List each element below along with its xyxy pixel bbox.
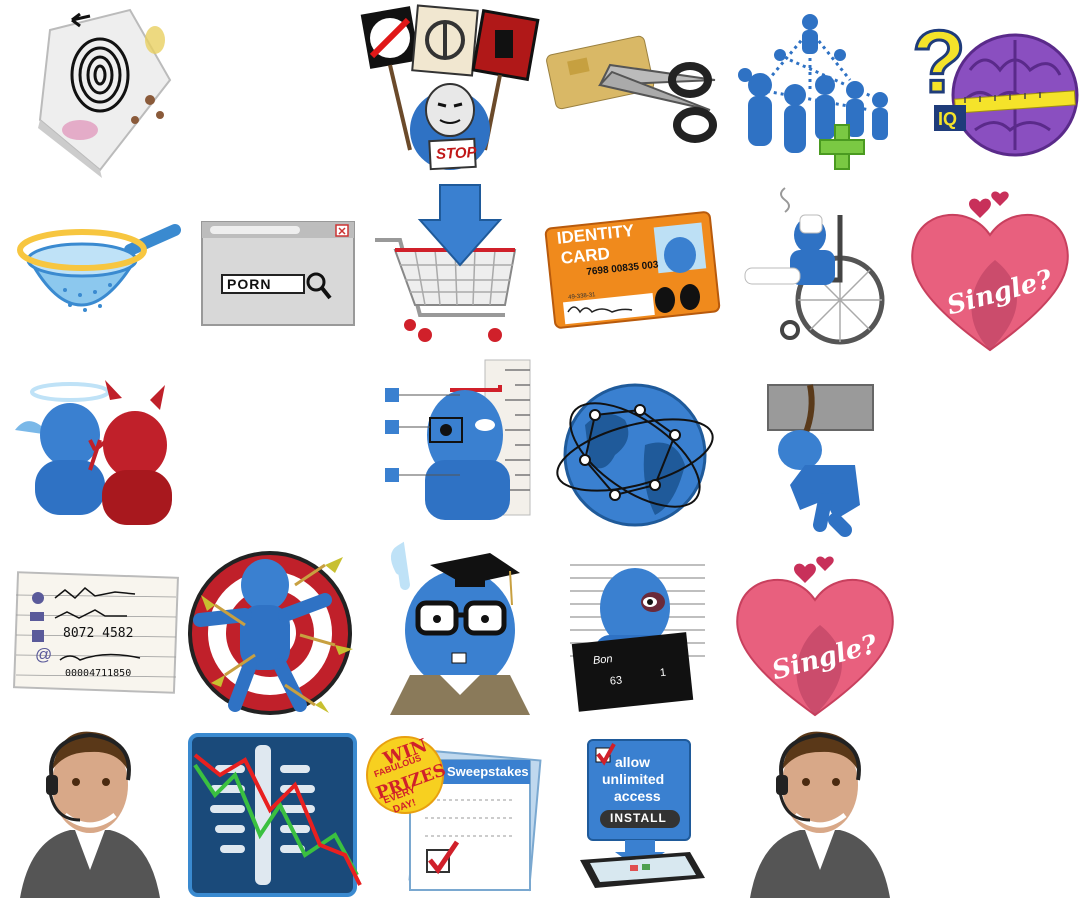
phone-number-text: 8072 4582 [63, 626, 134, 641]
protest-signs-icon[interactable]: STOP [360, 0, 540, 180]
sweepstakes-form-icon[interactable]: Sweepstakes WIN FABULOUS PRIZES EVERY DA… [365, 730, 545, 910]
stop-sign-text: STOP [435, 143, 477, 164]
sweepstakes-form-title: Sweepstakes [447, 764, 529, 779]
burdened-figure-icon[interactable] [740, 370, 920, 550]
allow-text: allow [615, 754, 651, 770]
support-agent-icon-2[interactable] [740, 720, 920, 900]
face-recognition-measure-icon[interactable] [370, 359, 550, 540]
iq-label: IQ [938, 109, 958, 129]
single-heart-icon-2[interactable]: Single? [725, 545, 905, 725]
mugshot-board-row1: Bon [592, 653, 614, 667]
single-heart-icon[interactable]: Single? [900, 180, 1080, 360]
support-agent-icon[interactable] [10, 720, 190, 900]
account-number-text: 00004711850 [65, 668, 132, 679]
stock-crash-xray-icon[interactable] [185, 725, 365, 905]
wheelchair-figure-icon[interactable] [730, 180, 910, 360]
angel-devil-icon[interactable] [10, 360, 190, 540]
install-button[interactable]: INSTALL [610, 811, 667, 825]
globe-network-icon[interactable] [545, 365, 725, 545]
mugshot-board-row3: 1 [659, 666, 667, 680]
question-mark: ? [911, 12, 968, 111]
scissors-credit-card-icon[interactable] [540, 0, 720, 180]
mugshot-icon[interactable]: Bon 63 1 [565, 560, 745, 740]
access-text: access [614, 788, 661, 804]
iq-brain-icon[interactable]: ? IQ [900, 0, 1080, 180]
shopping-cart-download-icon[interactable] [365, 180, 545, 360]
unlimited-text: unlimited [602, 771, 665, 787]
email-at-symbol: @ [35, 645, 53, 664]
fingerprint-keycap-icon[interactable] [10, 0, 190, 180]
identity-card-icon[interactable]: IDENTITY CARD 7698 00835 003 49-338-31 [540, 180, 721, 360]
browser-search-icon[interactable]: PORN [190, 180, 370, 360]
colander-halo-icon[interactable] [10, 180, 190, 360]
social-network-people-icon[interactable] [720, 0, 900, 180]
mugshot-board-row2: 63 [609, 674, 623, 688]
voodoo-target-icon[interactable] [185, 545, 365, 725]
allow-access-install-icon[interactable]: allow unlimited access INSTALL [560, 720, 740, 900]
contact-notes-paper-icon[interactable]: 8072 4582 @ 00004711850 [10, 540, 190, 720]
search-query-text: PORN [227, 276, 272, 292]
graduate-nerd-icon[interactable] [370, 541, 550, 725]
